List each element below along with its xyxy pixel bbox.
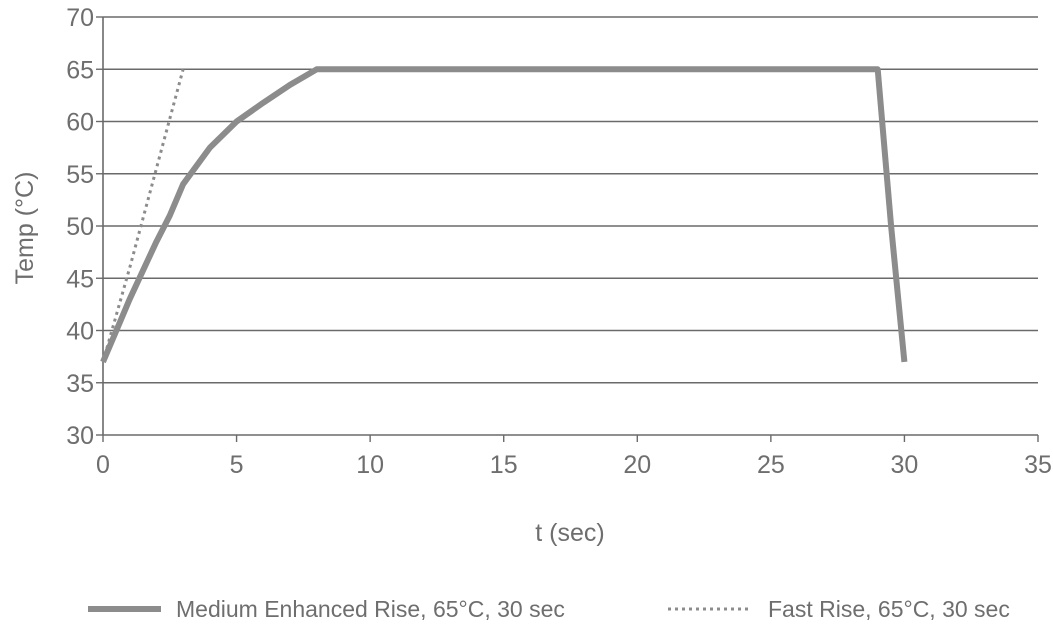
y-tick-label-45: 45: [66, 265, 94, 293]
x-tick-label-30: 30: [891, 451, 919, 479]
legend-label-fast-rise: Fast Rise, 65°C, 30 sec: [768, 596, 1010, 622]
y-tick-labels: 30 35 40 45 50 55 60 65 70: [66, 4, 94, 450]
x-tick-label-0: 0: [96, 451, 110, 479]
plot-series: [103, 69, 904, 362]
x-tick-labels: 0 5 10 15 20 25 30 35: [96, 451, 1052, 479]
y-tick-label-50: 50: [66, 213, 94, 241]
x-tick-label-10: 10: [356, 451, 384, 479]
x-axis-title: t (sec): [535, 519, 604, 547]
x-tick-label-35: 35: [1024, 451, 1052, 479]
series-line-medium-enhanced-rise: [103, 69, 904, 362]
y-tick-label-70: 70: [66, 4, 94, 32]
x-tick-label-15: 15: [490, 451, 518, 479]
y-tick-label-65: 65: [66, 56, 94, 84]
y-axis-title: Temp (°C): [11, 172, 39, 285]
legend-label-medium-enhanced-rise: Medium Enhanced Rise, 65°C, 30 sec: [176, 596, 565, 622]
y-tick-label-40: 40: [66, 318, 94, 346]
x-tick-label-5: 5: [230, 451, 244, 479]
legend: Medium Enhanced Rise, 65°C, 30 sec Fast …: [88, 596, 1010, 622]
y-tick-label-35: 35: [66, 370, 94, 398]
x-tick-label-20: 20: [623, 451, 651, 479]
x-tick-label-25: 25: [757, 451, 785, 479]
y-tick-label-60: 60: [66, 109, 94, 137]
axes: [96, 17, 1038, 442]
y-tick-label-30: 30: [66, 422, 94, 450]
y-tick-label-55: 55: [66, 161, 94, 189]
